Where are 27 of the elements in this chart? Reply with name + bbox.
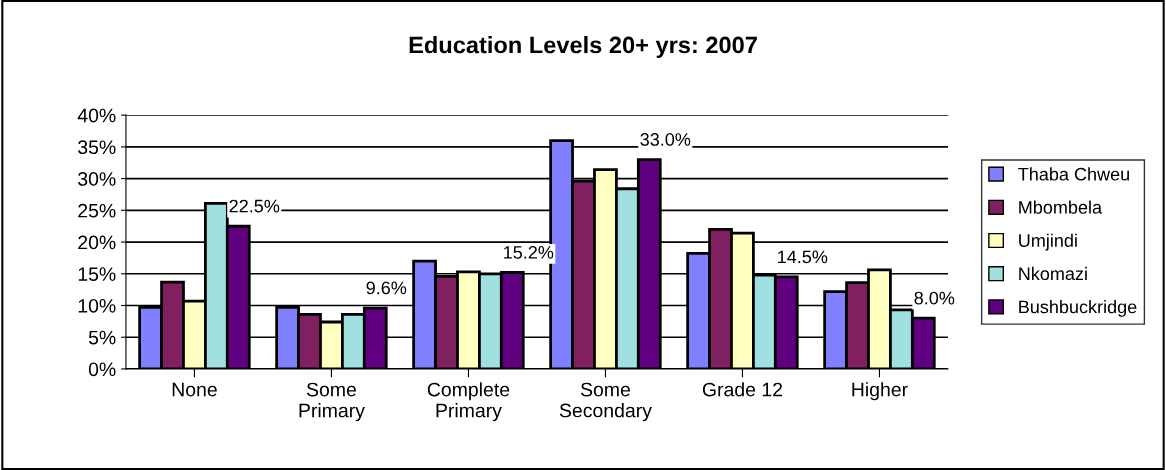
x-tick-label: Some Secondary xyxy=(559,382,652,422)
y-tick-label: 15% xyxy=(78,267,116,282)
y-tick-label: 5% xyxy=(88,330,116,345)
legend-label: Umjindi xyxy=(1019,233,1077,251)
data-label: 22.5% xyxy=(229,199,280,213)
data-label: 15.2% xyxy=(504,246,554,259)
legend-label: Mbombela xyxy=(1019,200,1103,214)
y-tick-label: 10% xyxy=(78,298,116,313)
data-label: 33.0% xyxy=(640,133,691,146)
x-tick-label: Higher xyxy=(852,382,908,401)
y-tick-label: 30% xyxy=(78,172,116,186)
x-tick-label: Some Primary xyxy=(299,382,365,422)
y-tick-label: 35% xyxy=(78,140,116,155)
legend-label: Thaba Chweu xyxy=(1018,167,1129,181)
y-tick-label: 25% xyxy=(78,203,116,218)
y-tick-label: 40% xyxy=(77,108,116,123)
data-label: 14.5% xyxy=(778,250,828,264)
y-tick-label: 20% xyxy=(78,235,116,250)
x-tick-label: None xyxy=(172,382,217,397)
data-label: 9.6% xyxy=(366,281,407,295)
legend-label: Bushbuckridge xyxy=(1019,300,1137,317)
x-tick-label: Grade 12 xyxy=(702,382,783,397)
y-tick-label: 0% xyxy=(88,362,116,377)
chart-title: Education Levels 20+ yrs: 2007 xyxy=(409,36,757,59)
data-label: 8.0% xyxy=(914,291,955,305)
x-tick-label: Complete Primary xyxy=(427,382,510,422)
legend-label: Nkomazi xyxy=(1019,266,1087,281)
